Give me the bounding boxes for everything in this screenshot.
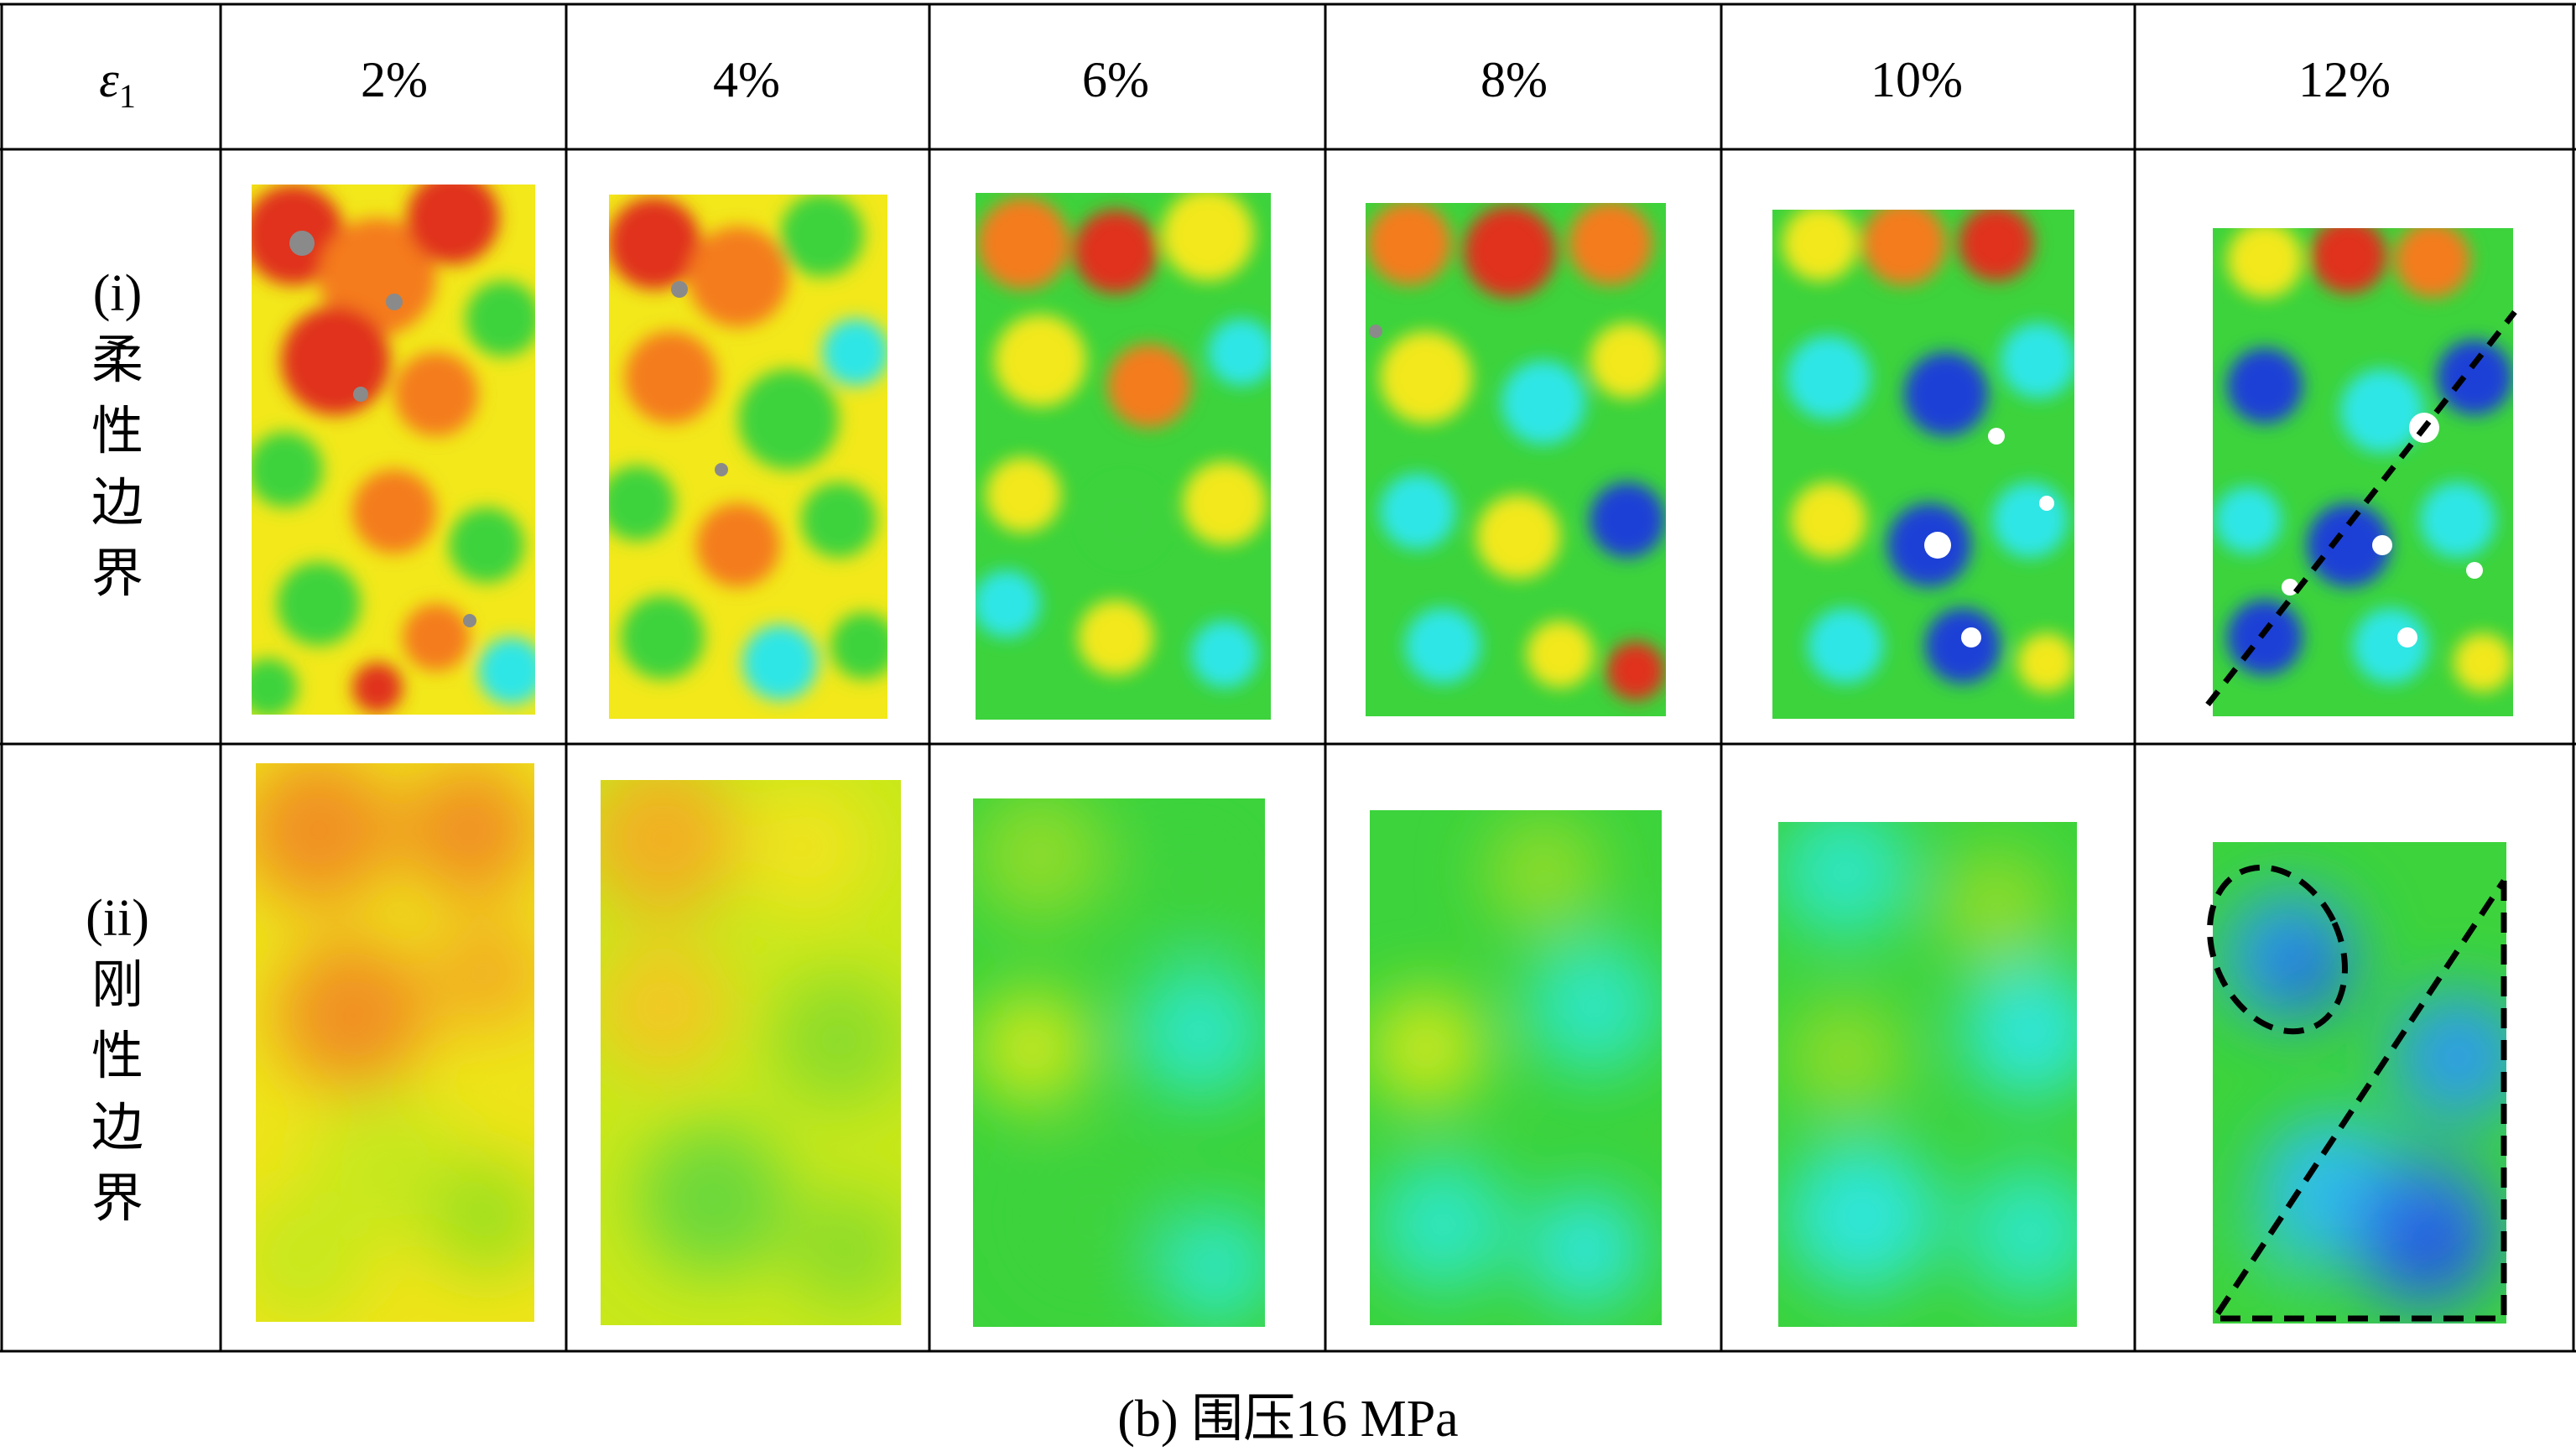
row-ii-index: (ii) xyxy=(86,890,149,947)
panel-i-12pct xyxy=(2213,228,2513,716)
column-header-4pct: 4% xyxy=(713,52,780,107)
panel-ii-4pct xyxy=(601,780,901,1325)
panel-i-4pct xyxy=(609,195,887,719)
strain-subscript: 1 xyxy=(118,77,136,115)
figure-caption: (b) 围压16 MPa xyxy=(1117,1391,1459,1448)
shear-band-line-i xyxy=(2205,309,2517,707)
column-header-10pct: 10% xyxy=(1871,52,1963,107)
row-ii-char-4: 界 xyxy=(91,1171,143,1228)
row-ii-panels xyxy=(256,763,2507,1327)
column-header-8pct: 8% xyxy=(1481,52,1548,107)
row-i-char-2: 性 xyxy=(91,403,143,460)
panel-i-6pct xyxy=(976,193,1271,720)
table-grid xyxy=(0,3,2576,1353)
row-i-char-4: 界 xyxy=(91,546,143,603)
strain-symbol-header: ε1 xyxy=(42,50,193,126)
panel-ii-6pct xyxy=(973,798,1265,1327)
panel-ii-2pct xyxy=(256,763,534,1322)
row-i-char-1: 柔 xyxy=(91,332,143,389)
row-i-char-3: 边 xyxy=(91,475,143,532)
row-ii-char-2: 性 xyxy=(91,1028,143,1085)
row-i-index: (i) xyxy=(92,265,143,322)
row-ii-char-1: 刚 xyxy=(91,957,143,1014)
row-i-panels xyxy=(252,185,2517,720)
column-header-6pct: 6% xyxy=(1082,52,1149,107)
localized-zone-ellipse xyxy=(2207,864,2348,1035)
column-header-12pct: 12% xyxy=(2298,52,2391,107)
panel-i-8pct xyxy=(1366,203,1666,716)
strain-symbol: ε xyxy=(99,52,119,107)
panel-i-10pct xyxy=(1772,210,2074,719)
shear-band-triangle xyxy=(2209,879,2507,1322)
panel-ii-8pct xyxy=(1370,810,1662,1325)
panel-i-2pct xyxy=(252,185,535,715)
row-ii-char-3: 边 xyxy=(91,1100,143,1157)
panel-ii-10pct xyxy=(1778,822,2077,1327)
column-header-2pct: 2% xyxy=(361,52,428,107)
